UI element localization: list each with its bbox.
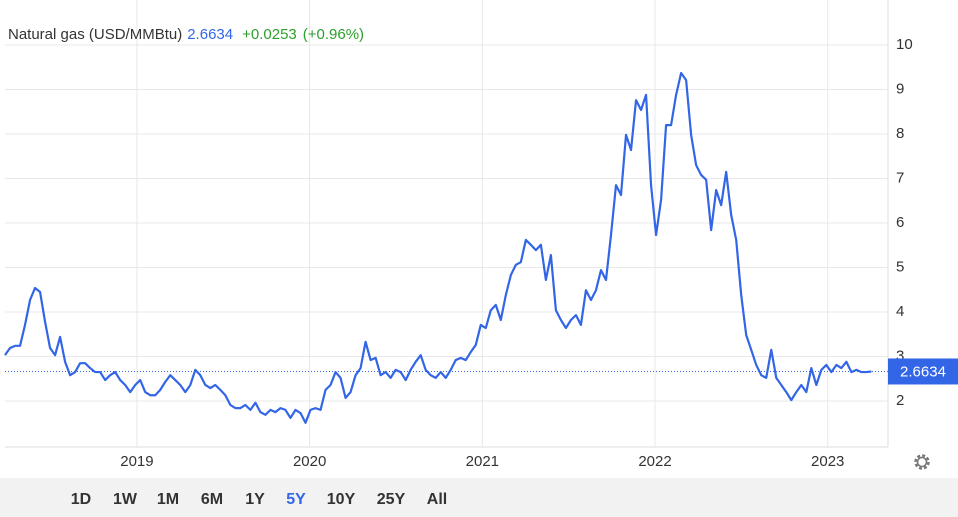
x-tick-label: 2019	[120, 453, 153, 470]
range-button[interactable]: 1Y	[245, 491, 265, 508]
y-tick-label: 2	[896, 392, 904, 409]
y-tick-label: 6	[896, 214, 904, 231]
settings-icon[interactable]	[914, 454, 930, 470]
range-button[interactable]: 6M	[201, 491, 223, 508]
range-button[interactable]: 5Y	[286, 491, 306, 508]
last-value-badge	[888, 358, 958, 385]
y-tick-label: 4	[896, 303, 904, 320]
y-tick-label: 9	[896, 80, 904, 97]
gear-teeth	[914, 454, 930, 470]
y-tick-label: 8	[896, 125, 904, 142]
range-bar	[0, 478, 958, 517]
y-tick-label: 3	[896, 347, 904, 364]
gear-body	[916, 456, 928, 468]
series-name: Natural gas (USD/MMBtu)	[8, 26, 182, 43]
y-tick-label: 10	[896, 36, 913, 53]
change: +0.0253	[242, 26, 297, 43]
header: Natural gas (USD/MMBtu) 2.6634 +0.0253 (+0.…	[8, 26, 364, 43]
range-button[interactable]: All	[427, 491, 447, 508]
last-value: 2.6634	[187, 26, 233, 43]
range-button[interactable]: 1D	[71, 491, 91, 508]
x-tick-label: 2020	[293, 453, 326, 470]
series-line	[4, 71, 872, 424]
x-tick-label: 2021	[466, 453, 499, 470]
range-button[interactable]: 25Y	[377, 491, 406, 508]
change-percent: (+0.96%)	[303, 26, 364, 43]
y-tick-label: 7	[896, 169, 904, 186]
y-tick-label: 5	[896, 258, 904, 275]
x-tick-label: 2022	[638, 453, 671, 470]
x-tick-label: 2023	[811, 453, 844, 470]
last-value-label: 2.6634	[900, 363, 946, 380]
range-button[interactable]: 1W	[113, 491, 138, 508]
range-button[interactable]: 1M	[157, 491, 179, 508]
range-button[interactable]: 10Y	[327, 491, 356, 508]
